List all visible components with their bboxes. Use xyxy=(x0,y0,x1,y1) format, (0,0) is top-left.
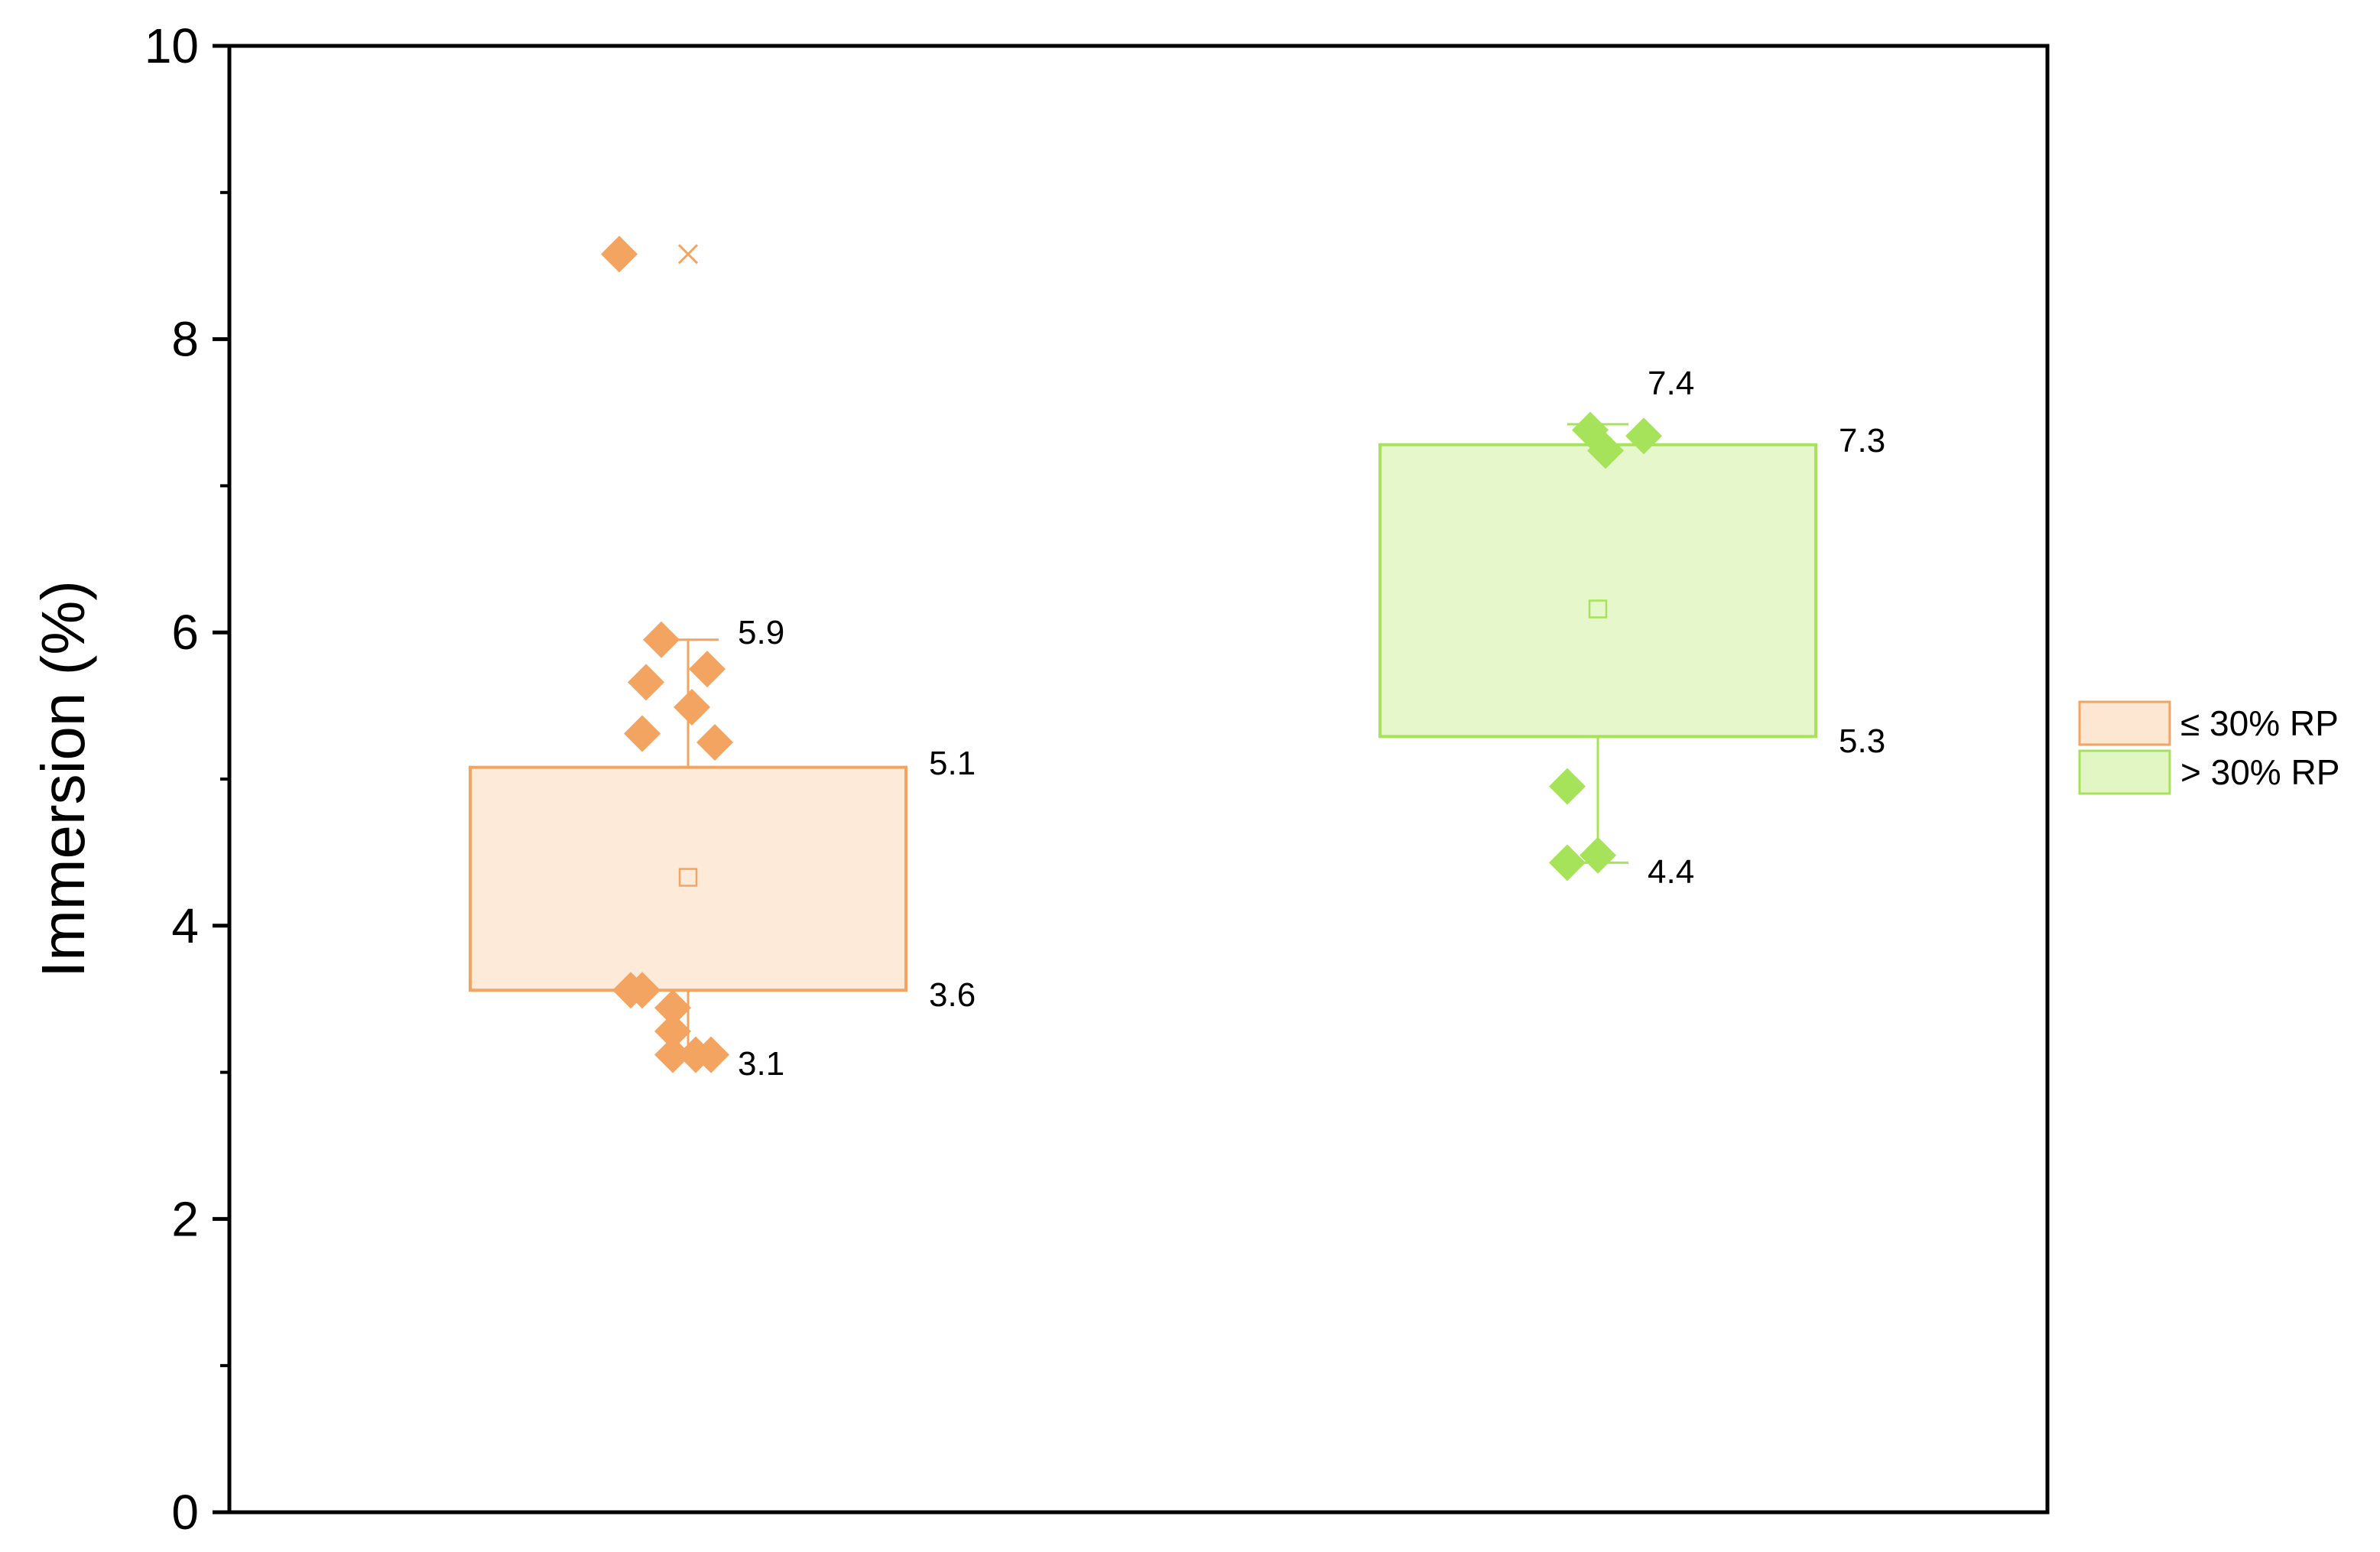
y-axis: 0 2 4 6 8 10 xyxy=(144,18,229,1540)
data-point xyxy=(689,651,726,688)
boxes-layer xyxy=(469,244,1817,1057)
data-point xyxy=(654,989,691,1027)
data-point xyxy=(601,235,638,273)
legend-swatch xyxy=(2078,700,2171,746)
y-tick-label: 8 xyxy=(171,312,199,367)
label-q3: 7.3 xyxy=(1839,422,1885,459)
data-point xyxy=(628,664,664,701)
data-point xyxy=(654,1036,691,1073)
data-point xyxy=(1549,844,1586,882)
iqr-box xyxy=(469,765,908,992)
label-whisker_high: 7.4 xyxy=(1648,365,1694,402)
legend-label: > 30% RP xyxy=(2180,752,2339,792)
outlier-x-marker xyxy=(677,244,699,265)
data-point xyxy=(1580,836,1616,874)
mean-marker xyxy=(1588,599,1608,619)
data-point xyxy=(654,1012,691,1050)
mean-marker xyxy=(678,868,698,887)
legend: ≤ 30% RP > 30% RP xyxy=(2078,700,2339,795)
legend-label: ≤ 30% RP xyxy=(2180,703,2339,743)
box-group-1 xyxy=(1378,423,1817,864)
label-whisker_high: 5.9 xyxy=(738,614,784,651)
box-group-0 xyxy=(469,244,908,1057)
y-tick-label: 0 xyxy=(171,1485,199,1540)
data-point xyxy=(1587,432,1624,469)
legend-swatch xyxy=(2078,749,2171,795)
y-tick-label: 10 xyxy=(144,18,199,73)
label-q1: 3.6 xyxy=(929,976,976,1014)
data-point xyxy=(643,621,680,658)
data-point xyxy=(1625,417,1662,455)
y-tick-label: 6 xyxy=(171,605,199,660)
y-tick-label: 4 xyxy=(171,898,199,953)
data-point xyxy=(624,715,661,752)
data-point xyxy=(1549,768,1586,805)
y-tick-label: 2 xyxy=(171,1191,199,1246)
box-labels-layer: 5.1 3.6 5.9 3.1 7.3 5.3 7.4 4.4 xyxy=(738,365,1885,1083)
label-whisker_low: 4.4 xyxy=(1648,853,1694,891)
data-point xyxy=(674,689,710,726)
points-layer xyxy=(601,235,1662,1073)
data-point xyxy=(624,972,661,1009)
y-axis-title: Immersion (%) xyxy=(29,580,97,978)
data-point xyxy=(696,724,733,761)
iqr-box xyxy=(1378,443,1817,739)
data-point xyxy=(693,1036,729,1073)
label-q1: 5.3 xyxy=(1839,722,1885,760)
label-q3: 5.1 xyxy=(929,745,976,782)
label-whisker_low: 3.1 xyxy=(738,1045,784,1083)
